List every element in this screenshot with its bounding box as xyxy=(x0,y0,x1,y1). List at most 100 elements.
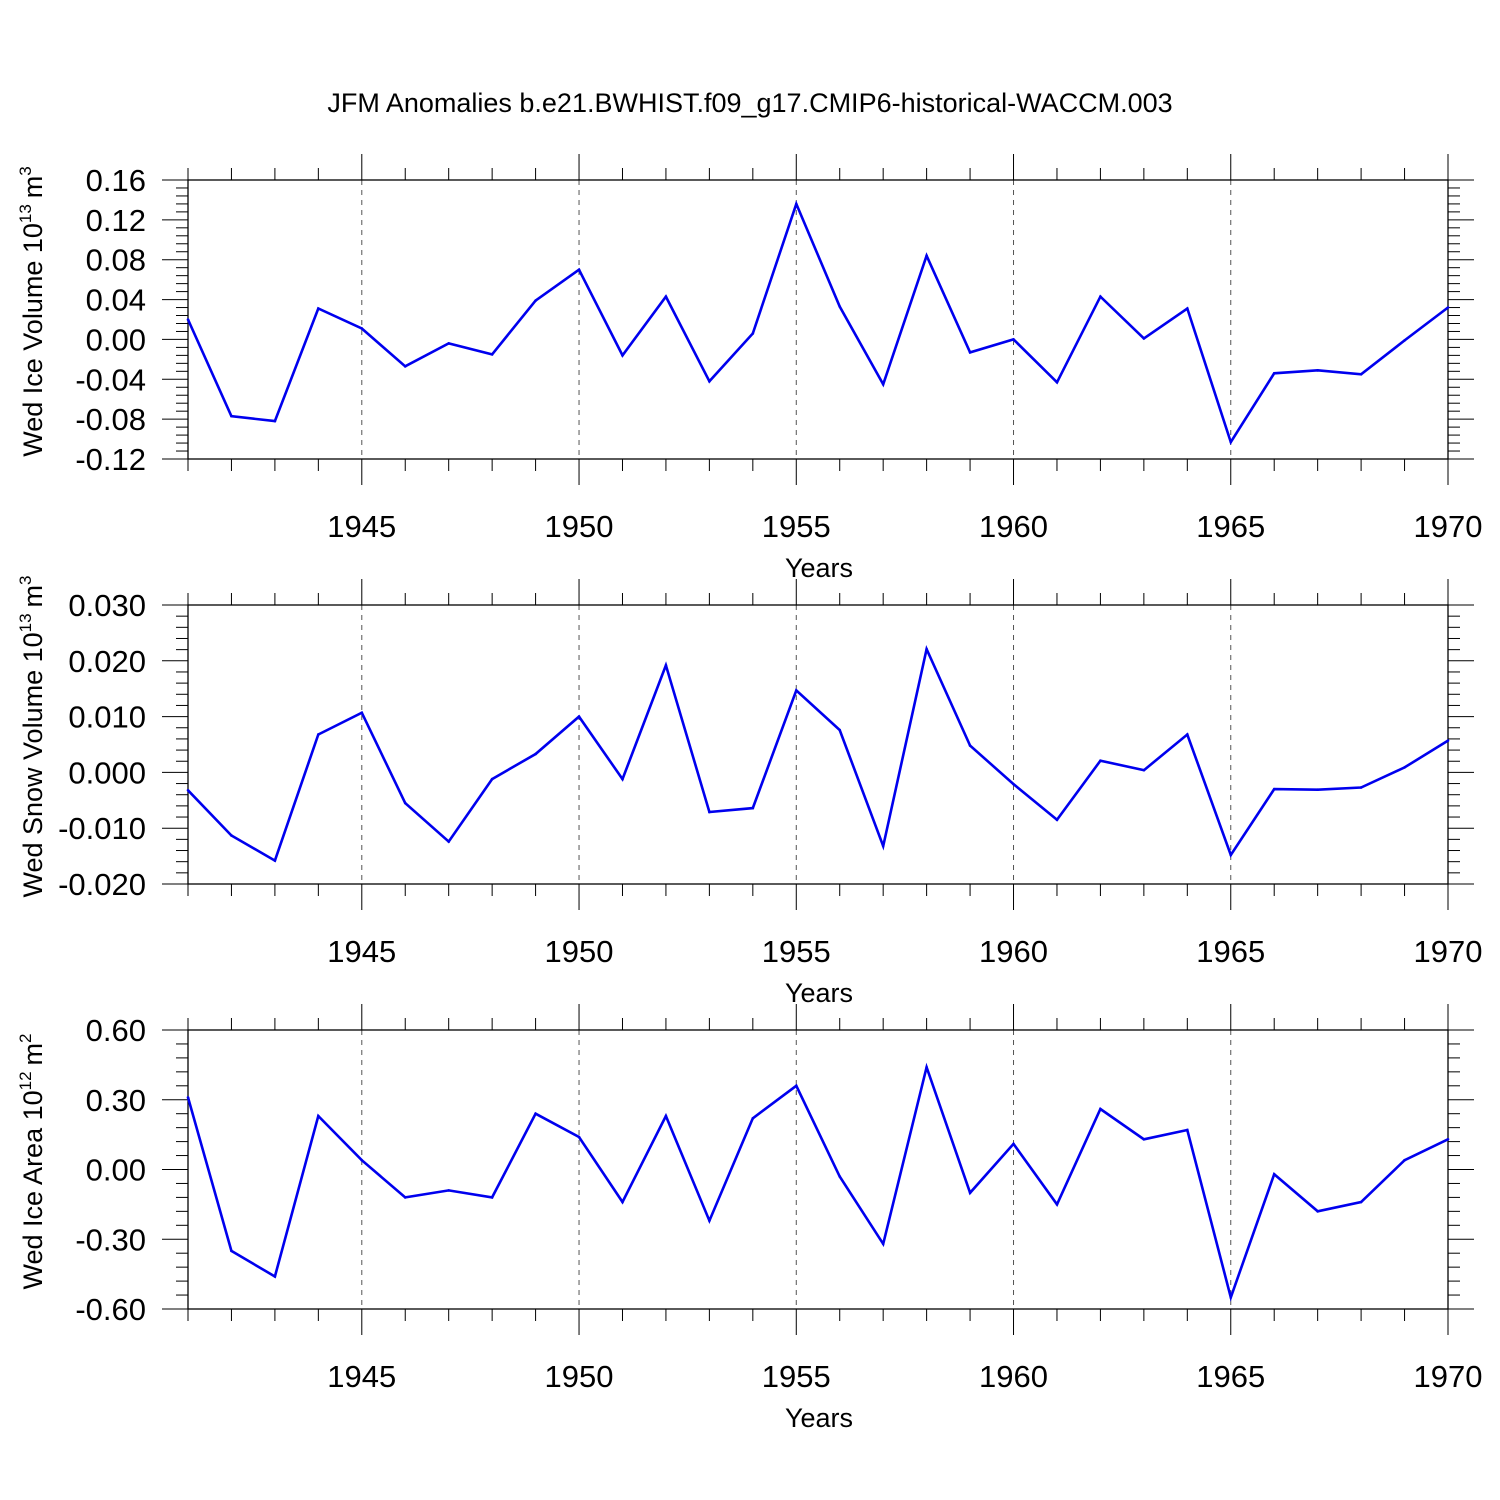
data-point xyxy=(360,1158,364,1162)
x-tick-label: 1960 xyxy=(979,1359,1048,1394)
x-tick-label: 1950 xyxy=(545,934,614,969)
x-tick-label: 1955 xyxy=(762,1359,831,1394)
data-point xyxy=(708,379,711,383)
data-point xyxy=(708,1219,711,1222)
data-point xyxy=(1272,1172,1276,1176)
y-axis-title: Wed Snow Volume 1013m3 xyxy=(16,575,48,897)
data-point xyxy=(1446,739,1450,742)
data-point xyxy=(360,711,364,714)
data-point xyxy=(230,1249,233,1253)
data-point xyxy=(794,689,798,692)
data-point xyxy=(621,777,624,781)
chart-panel-1: 1945 1950 1955 1960 1965 1970 Years 0.16 0.12 0.0… xyxy=(16,154,1482,583)
data-point xyxy=(273,419,277,423)
x-tick-label: 1970 xyxy=(1414,1359,1483,1394)
x-axis-title: Years xyxy=(785,553,853,583)
data-point xyxy=(1142,768,1146,772)
data-point xyxy=(1403,339,1406,342)
plot-frame xyxy=(187,604,1449,885)
data-point xyxy=(577,268,581,271)
y-tick-label: -0.010 xyxy=(58,811,146,846)
chart-panel-2: 1945 1950 1955 1960 1965 1970 Years 0.030 0.020 0… xyxy=(16,575,1482,1008)
y-axis-title: Wed Ice Volume 1013m3 xyxy=(16,166,48,457)
data-point xyxy=(838,728,842,732)
y-tick-label: 0.010 xyxy=(68,700,146,735)
x-axis-title: Years xyxy=(785,978,853,1008)
data-point xyxy=(925,254,928,258)
data-point xyxy=(1359,786,1363,789)
data-point xyxy=(273,859,277,862)
data-point xyxy=(273,1275,277,1278)
data-point xyxy=(1012,782,1015,786)
data-point xyxy=(1359,1200,1363,1204)
data-point xyxy=(403,365,407,368)
data-point xyxy=(664,1114,668,1118)
data-point xyxy=(664,295,668,298)
plot-frame xyxy=(187,179,1449,460)
chart-title: JFM Anomalies b.e21.BWHIST.f09_g17.CMIP6… xyxy=(327,88,1173,118)
data-point xyxy=(1229,853,1233,857)
x-tick-label: 1950 xyxy=(545,1359,614,1394)
data-point xyxy=(881,1242,885,1246)
data-point xyxy=(1186,1128,1189,1132)
data-point xyxy=(317,733,320,736)
x-tick-label: 1945 xyxy=(327,1359,396,1394)
data-point xyxy=(447,1189,450,1192)
data-point xyxy=(1186,307,1189,310)
x-tick-label: 1970 xyxy=(1414,509,1483,544)
data-point xyxy=(1055,380,1059,384)
data-point xyxy=(1359,373,1363,376)
y-tick-label: 0.030 xyxy=(68,588,146,623)
data-point xyxy=(1099,759,1102,762)
data-point xyxy=(1099,295,1102,298)
y-tick-label: -0.30 xyxy=(75,1222,146,1257)
x-tick-label: 1945 xyxy=(327,509,396,544)
x-tick-label: 1970 xyxy=(1414,934,1483,969)
data-point xyxy=(447,342,450,345)
series-line xyxy=(186,200,1449,446)
y-tick-label: 0.04 xyxy=(86,283,146,318)
data-point xyxy=(403,1196,407,1199)
data-point xyxy=(1316,1210,1319,1213)
data-point xyxy=(881,382,885,386)
chart-panel-3: 1945 1950 1955 1960 1965 1970 Years 0.60 0.30 0.0… xyxy=(16,1004,1482,1433)
data-point xyxy=(534,1112,537,1115)
series-line xyxy=(186,1062,1449,1302)
y-tick-label: 0.08 xyxy=(86,243,146,278)
data-point xyxy=(1316,369,1319,372)
data-point xyxy=(968,351,972,354)
data-point xyxy=(1142,1137,1146,1141)
data-point xyxy=(751,332,755,335)
y-tick-label: 0.16 xyxy=(86,163,146,198)
data-point xyxy=(1186,733,1189,736)
data-point xyxy=(1272,372,1276,375)
x-tick-label: 1965 xyxy=(1196,509,1265,544)
y-tick-label: 0.30 xyxy=(86,1083,146,1118)
y-tick-label: 0.00 xyxy=(86,1153,146,1188)
data-point xyxy=(1055,818,1059,822)
data-point xyxy=(1316,788,1319,791)
x-tick-label: 1955 xyxy=(762,509,831,544)
data-point xyxy=(317,307,320,310)
data-point xyxy=(838,1175,842,1178)
x-tick-label: 1955 xyxy=(762,934,831,969)
data-point xyxy=(447,840,450,843)
data-point xyxy=(1229,440,1233,444)
data-point xyxy=(1272,787,1276,791)
data-point xyxy=(403,801,407,805)
data-point xyxy=(230,414,233,418)
data-point xyxy=(1012,1142,1015,1146)
data-point xyxy=(186,788,190,792)
data-point xyxy=(490,1196,494,1199)
data-point xyxy=(1446,1137,1450,1141)
y-tick-label: -0.60 xyxy=(75,1292,146,1327)
data-point xyxy=(1403,766,1406,769)
x-axis-title: Years xyxy=(785,1403,853,1433)
data-point xyxy=(534,299,537,302)
y-tick-label: -0.08 xyxy=(75,402,146,437)
data-point xyxy=(1099,1107,1102,1111)
data-point xyxy=(794,202,798,206)
x-tick-label: 1965 xyxy=(1196,1359,1265,1394)
data-point xyxy=(577,1135,581,1139)
